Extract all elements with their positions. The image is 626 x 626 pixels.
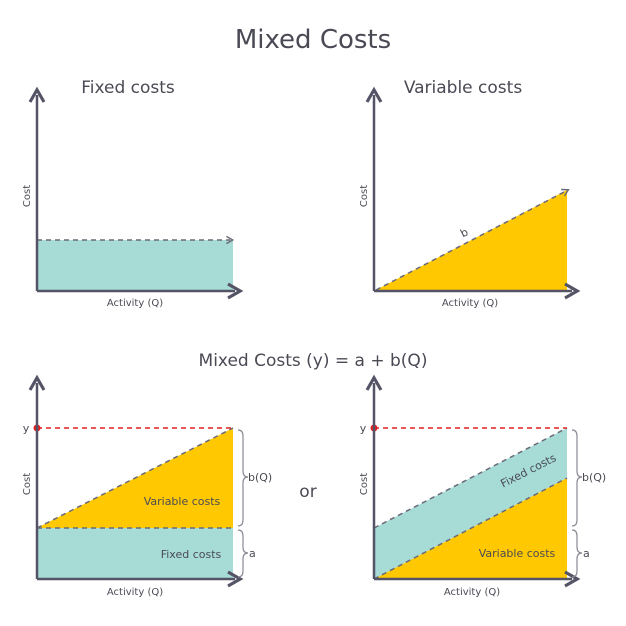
brace-bottom (237, 529, 249, 578)
y-axis-label: Cost (359, 473, 370, 495)
or-text: or (299, 482, 316, 502)
x-axis-label: Activity (Q) (442, 298, 498, 309)
y-axis-label: Cost (359, 185, 370, 207)
x-axis-label: Activity (Q) (107, 587, 163, 598)
variable-costs-title: Variable costs (404, 78, 523, 98)
fixed-costs-title: Fixed costs (81, 78, 175, 98)
brace-bottom (571, 529, 583, 578)
fixed-costs-area (37, 240, 233, 291)
variable-costs-label: Variable costs (144, 495, 221, 508)
variable-costs-label: Variable costs (479, 547, 556, 560)
brace-top (571, 429, 583, 527)
formula: Mixed Costs (y) = a + b(Q) (199, 351, 428, 371)
fixed-costs-area (374, 428, 567, 579)
slope-label: b (458, 226, 470, 241)
fixed-costs-area (37, 528, 233, 579)
y-axis-label: Cost (22, 185, 33, 207)
variable-costs-line (373, 477, 568, 580)
y-marker: y (360, 422, 367, 435)
variable-costs-panel: Variable costs b Cost Activity (Q) (359, 78, 581, 309)
brace-bottom-label: a (583, 547, 590, 560)
brace-top-label: b(Q) (582, 471, 606, 484)
fixed-costs-panel: Fixed costs Cost Activity (Q) (22, 78, 244, 309)
mixed-costs-right-panel: y Fixed costs Variable costs Cost Activi… (359, 374, 606, 598)
mixed-costs-left-panel: y Variable costs Fixed costs Cost Activi… (22, 374, 272, 598)
total-costs-line (373, 427, 568, 529)
x-axis-label: Activity (Q) (444, 587, 500, 598)
variable-costs-line (36, 427, 234, 529)
brace-bottom-label: a (249, 547, 256, 560)
y-axis-label: Cost (22, 473, 33, 495)
x-axis-label: Activity (Q) (107, 298, 163, 309)
variable-costs-area (374, 190, 567, 291)
brace-top-label: b(Q) (248, 471, 272, 484)
brace-top (237, 429, 249, 527)
y-marker: y (23, 422, 30, 435)
fixed-costs-label: Fixed costs (161, 548, 222, 561)
page-title: Mixed Costs (235, 25, 391, 55)
